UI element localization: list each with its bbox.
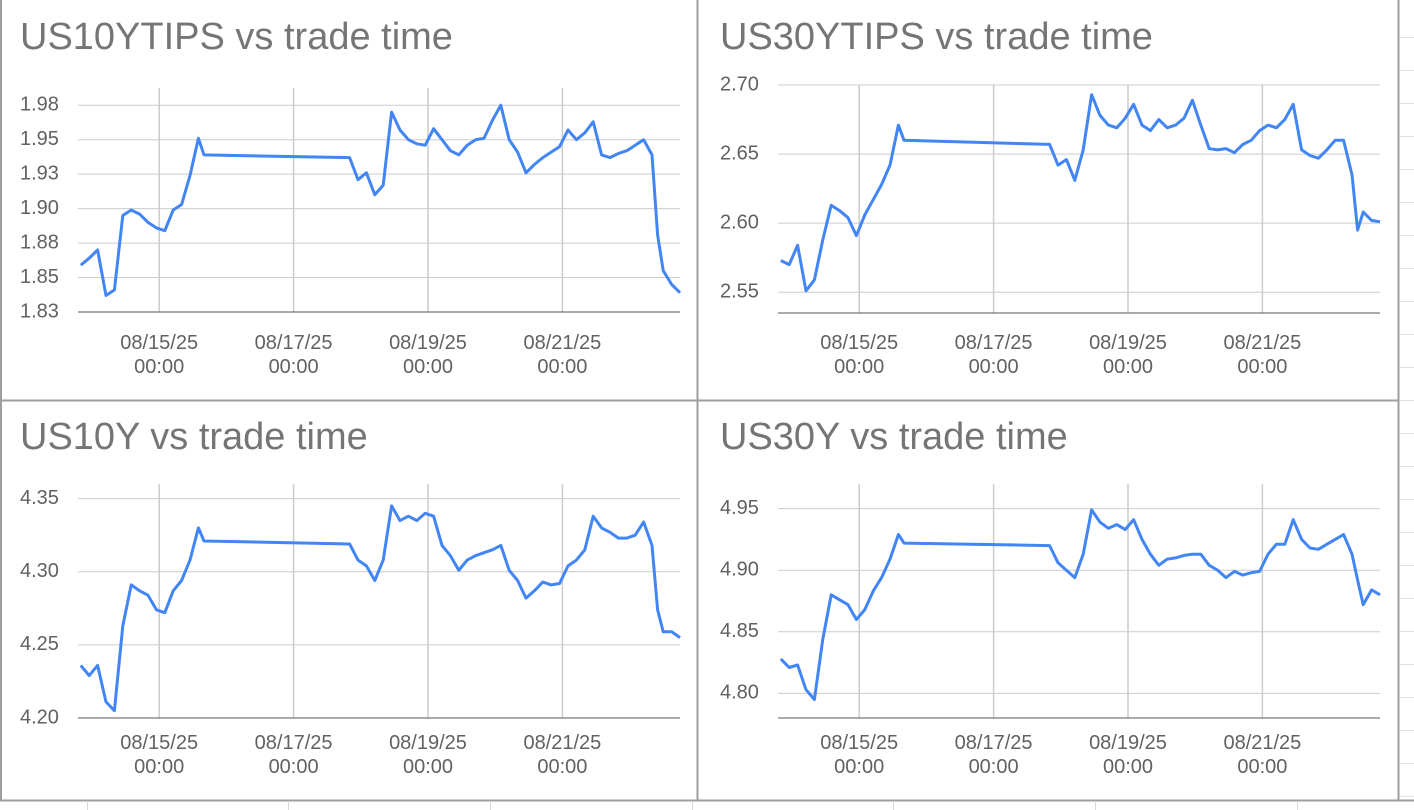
chart-title: US10YTIPS vs trade time bbox=[20, 16, 453, 58]
y-tick-label: 4.35 bbox=[20, 487, 59, 509]
y-tick-label: 2.60 bbox=[720, 211, 759, 233]
line-series bbox=[79, 504, 681, 713]
line-series bbox=[779, 508, 1381, 701]
x-tick-label: 08/17/25 00:00 bbox=[254, 732, 333, 778]
x-tick-label: 08/17/25 00:00 bbox=[954, 332, 1033, 378]
y-tick-label: 1.98 bbox=[20, 94, 59, 116]
y-tick-label: 4.30 bbox=[20, 560, 59, 582]
y-tick-label: 1.93 bbox=[20, 162, 59, 184]
x-tick-label: 08/21/25 00:00 bbox=[523, 732, 602, 778]
y-tick-label: 4.85 bbox=[720, 620, 759, 642]
y-tick-label: 1.88 bbox=[20, 231, 59, 253]
line-series bbox=[780, 93, 1381, 293]
x-tick-label: 08/19/25 00:00 bbox=[389, 732, 467, 778]
x-tick-label: 08/19/25 00:00 bbox=[389, 332, 467, 378]
x-tick-label: 08/15/25 00:00 bbox=[820, 332, 899, 378]
chart-title: US10Y vs trade time bbox=[20, 416, 368, 458]
x-tick-label: 08/19/25 00:00 bbox=[1089, 732, 1167, 778]
x-tick-label: 08/17/25 00:00 bbox=[254, 332, 333, 378]
y-tick-label: 2.55 bbox=[720, 281, 759, 303]
y-tick-label: 4.95 bbox=[720, 497, 759, 519]
x-tick-label: 08/15/25 00:00 bbox=[120, 332, 199, 378]
y-tick-label: 1.85 bbox=[20, 266, 59, 288]
y-tick-label: 4.80 bbox=[720, 682, 759, 704]
y-tick-label: 1.95 bbox=[20, 128, 59, 150]
y-tick-label: 1.90 bbox=[20, 197, 59, 219]
chart-title: US30YTIPS vs trade time bbox=[720, 16, 1153, 58]
x-tick-label: 08/21/25 00:00 bbox=[1223, 332, 1302, 378]
y-tick-label: 4.25 bbox=[20, 633, 59, 655]
x-tick-label: 08/15/25 00:00 bbox=[120, 732, 199, 778]
x-tick-label: 08/15/25 00:00 bbox=[820, 732, 899, 778]
line-series bbox=[79, 103, 682, 297]
x-tick-label: 08/17/25 00:00 bbox=[954, 732, 1033, 778]
x-tick-label: 08/21/25 00:00 bbox=[1223, 732, 1302, 778]
y-tick-label: 1.83 bbox=[20, 300, 59, 322]
y-tick-label: 4.90 bbox=[720, 558, 759, 580]
y-tick-label: 2.70 bbox=[720, 73, 759, 95]
x-tick-label: 08/19/25 00:00 bbox=[1089, 332, 1167, 378]
chart-title: US30Y vs trade time bbox=[720, 416, 1068, 458]
sheet-cells bbox=[87, 801, 1298, 810]
x-tick-label: 08/21/25 00:00 bbox=[523, 332, 602, 378]
y-tick-label: 2.65 bbox=[720, 142, 759, 164]
y-tick-label: 4.20 bbox=[20, 706, 59, 728]
